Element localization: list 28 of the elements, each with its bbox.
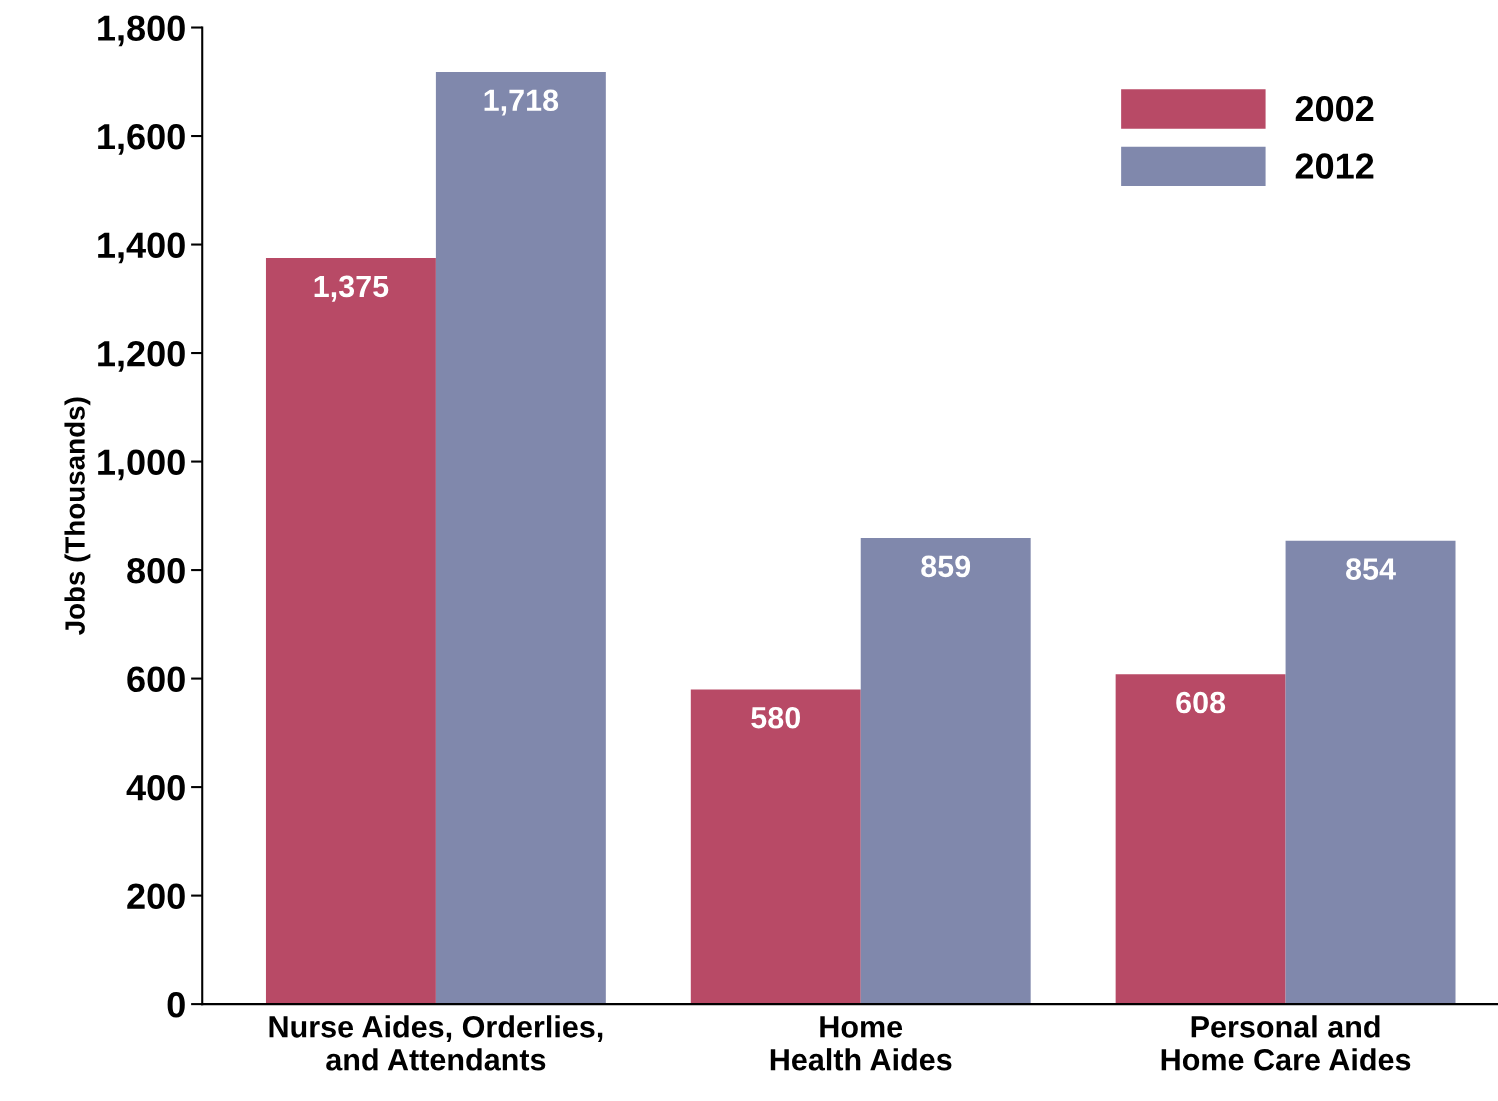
legend-label: 2002 <box>1295 95 1374 122</box>
data-label: 859 <box>921 555 971 578</box>
bar <box>1115 674 1286 1005</box>
y-tick-label: 1,200 <box>98 340 185 372</box>
bar <box>1285 540 1456 1005</box>
data-label: 1,718 <box>484 89 559 116</box>
legend-label: 2012 <box>1295 153 1374 179</box>
x-tick-label: Nurse Aides, Orderlies, and Attendants <box>269 1015 603 1071</box>
y-axis-title: Jobs (Thousands) <box>64 397 91 635</box>
y-tick-label: 1,800 <box>98 15 185 47</box>
data-label: 580 <box>751 706 801 729</box>
data-label: 1,375 <box>314 275 389 302</box>
x-tick-label: Home Health Aides <box>770 1016 952 1071</box>
y-tick-label: 1,600 <box>98 123 185 155</box>
y-tick-label: 600 <box>127 666 185 693</box>
data-label: 854 <box>1346 558 1396 580</box>
bar <box>265 258 436 1005</box>
y-tick-label: 800 <box>127 557 185 584</box>
data-label: 608 <box>1176 691 1226 714</box>
y-tick-label: 1,400 <box>98 232 185 264</box>
y-tick-label: 200 <box>127 883 185 910</box>
y-tick-label: 1,000 <box>98 449 185 481</box>
bar <box>690 689 861 1005</box>
y-tick-label: 0 <box>167 991 185 1018</box>
y-tick-label: 400 <box>126 774 185 801</box>
x-tick-label: Personal and Home Care Aides <box>1161 1015 1411 1071</box>
bar <box>860 538 1031 1005</box>
bar <box>435 72 606 1005</box>
